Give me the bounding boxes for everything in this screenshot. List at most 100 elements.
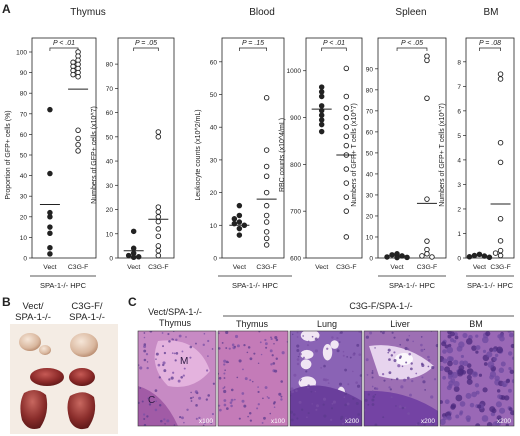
p-value: P = .15 (242, 40, 264, 47)
y-axis-label: Proportion of GFP+ cells (%) (5, 110, 12, 199)
bracket-label: SPA-1-/- HPC (389, 281, 436, 290)
data-point-c3gf (419, 253, 425, 259)
data-point-vect (236, 219, 243, 225)
magnification-label: x100 (271, 418, 285, 425)
y-tick-label: 60 (106, 110, 114, 117)
y-tick-label: 0 (369, 256, 373, 263)
data-point-c3gf (75, 141, 81, 148)
y-tick-label: 80 (106, 62, 114, 69)
section-title-bm: BM (484, 7, 499, 18)
data-point-c3gf (263, 173, 270, 180)
y-tick-label: 10 (366, 234, 374, 241)
p-bracket (479, 47, 501, 51)
p-value: P = .05 (135, 40, 157, 47)
plot-frame (31, 37, 97, 259)
data-point-c3gf (343, 194, 350, 200)
y-tick-label: 60 (20, 132, 28, 139)
data-point-vect (236, 232, 243, 238)
data-point-vect (236, 202, 243, 209)
x-label-vect: Vect (315, 264, 328, 271)
chart-thymus-proportion: 0 10 20 30 40 50 60 70 80 90 100 Proportion of GFP+… (5, 37, 97, 271)
y-tick-label: 50 (210, 92, 218, 99)
panel-letter-a: A (2, 2, 11, 16)
plot-frame (377, 37, 447, 259)
data-point-c3gf (424, 196, 430, 202)
data-point-c3gf (343, 93, 350, 100)
data-point-c3gf (263, 242, 270, 248)
data-point-c3gf (75, 135, 81, 142)
chart-spleen-numbers: 0 10 20 30 40 50 60 70 80 90 Numbers of GFP+ T cel… (351, 37, 447, 271)
data-point-c3gf (155, 243, 162, 249)
x-label-vect: Vect (233, 264, 246, 271)
y-tick-label: 50 (366, 150, 374, 157)
tile-c3gf-liver: x200 (363, 330, 439, 427)
y-tick-label: 10 (20, 235, 28, 242)
spleen-c3gf (67, 392, 96, 430)
thymus-vect (19, 333, 41, 351)
plot-frame (221, 37, 285, 259)
y-tick-label: 20 (366, 213, 374, 220)
panel-b-label-c3gf-sub: SPA-1-/- (69, 312, 105, 323)
data-point-c3gf (424, 251, 430, 257)
data-point-c3gf (497, 238, 504, 244)
data-point-vect (318, 103, 325, 109)
data-point-c3gf (155, 226, 162, 232)
x-label-c3gf: C3G-F (417, 264, 437, 271)
data-point-c3gf (343, 234, 350, 240)
y-tick-label: 3 (457, 182, 461, 189)
y-tick-label: 30 (20, 194, 28, 201)
data-point-c3gf (343, 124, 350, 130)
data-point-vect (466, 254, 473, 260)
data-point-vect (47, 251, 53, 257)
y-tick-label: 600 (290, 256, 301, 263)
x-label-vect: Vect (390, 264, 403, 271)
y-tick-label: 30 (210, 157, 218, 164)
x-label-c3gf: C3G-F (256, 264, 276, 271)
data-point-vect (125, 252, 132, 259)
group-bracket-bm: SPA-1-/- HPC (466, 275, 514, 290)
y-tick-label: 80 (20, 91, 28, 98)
p-bracket (239, 47, 267, 51)
data-point-c3gf (497, 159, 504, 166)
data-point-c3gf (263, 163, 270, 170)
p-bracket (133, 47, 159, 51)
y-tick-label: 900 (290, 115, 301, 122)
tile-c3gf-thymus: x100 (217, 330, 289, 427)
tile-title-bm: BM (469, 319, 483, 329)
data-point-c3gf (424, 95, 430, 101)
data-point-vect (236, 225, 243, 232)
y-tick-label: 0 (109, 256, 113, 263)
p-bracket (49, 47, 79, 51)
y-tick-label: 70 (366, 108, 374, 115)
panel-b-label-vect: Vect/ (22, 301, 43, 312)
x-label-vect: Vect (43, 264, 56, 271)
data-point-c3gf (155, 214, 162, 220)
data-point-vect (318, 121, 325, 128)
data-point-c3gf (343, 114, 350, 121)
magnification-label: x200 (497, 418, 511, 425)
panel-b-label-vect-sub: SPA-1-/- (15, 312, 51, 323)
data-point-c3gf (263, 189, 270, 196)
tile-c3gf-lung: x200 (289, 330, 363, 427)
data-point-vect (318, 89, 325, 95)
x-label-c3gf: C3G-F (68, 264, 88, 271)
magnification-label: x100 (199, 418, 213, 425)
y-tick-label: 8 (457, 59, 461, 66)
data-point-c3gf (155, 233, 162, 239)
y-tick-label: 800 (290, 162, 301, 169)
group-bracket-spleen: SPA-1-/- HPC (378, 275, 446, 290)
y-tick-label: 50 (106, 134, 114, 141)
data-point-vect (130, 254, 137, 261)
y-tick-label: 0 (23, 256, 27, 263)
y-tick-label: 90 (366, 66, 374, 73)
data-point-c3gf (155, 204, 162, 210)
data-point-c3gf (497, 247, 504, 254)
bracket-label: SPA-1-/- HPC (232, 281, 279, 290)
data-point-c3gf (75, 148, 81, 154)
data-point-c3gf (343, 166, 350, 172)
data-point-c3gf (263, 202, 270, 209)
data-point-c3gf (497, 139, 504, 146)
y-tick-label: 40 (106, 159, 114, 166)
